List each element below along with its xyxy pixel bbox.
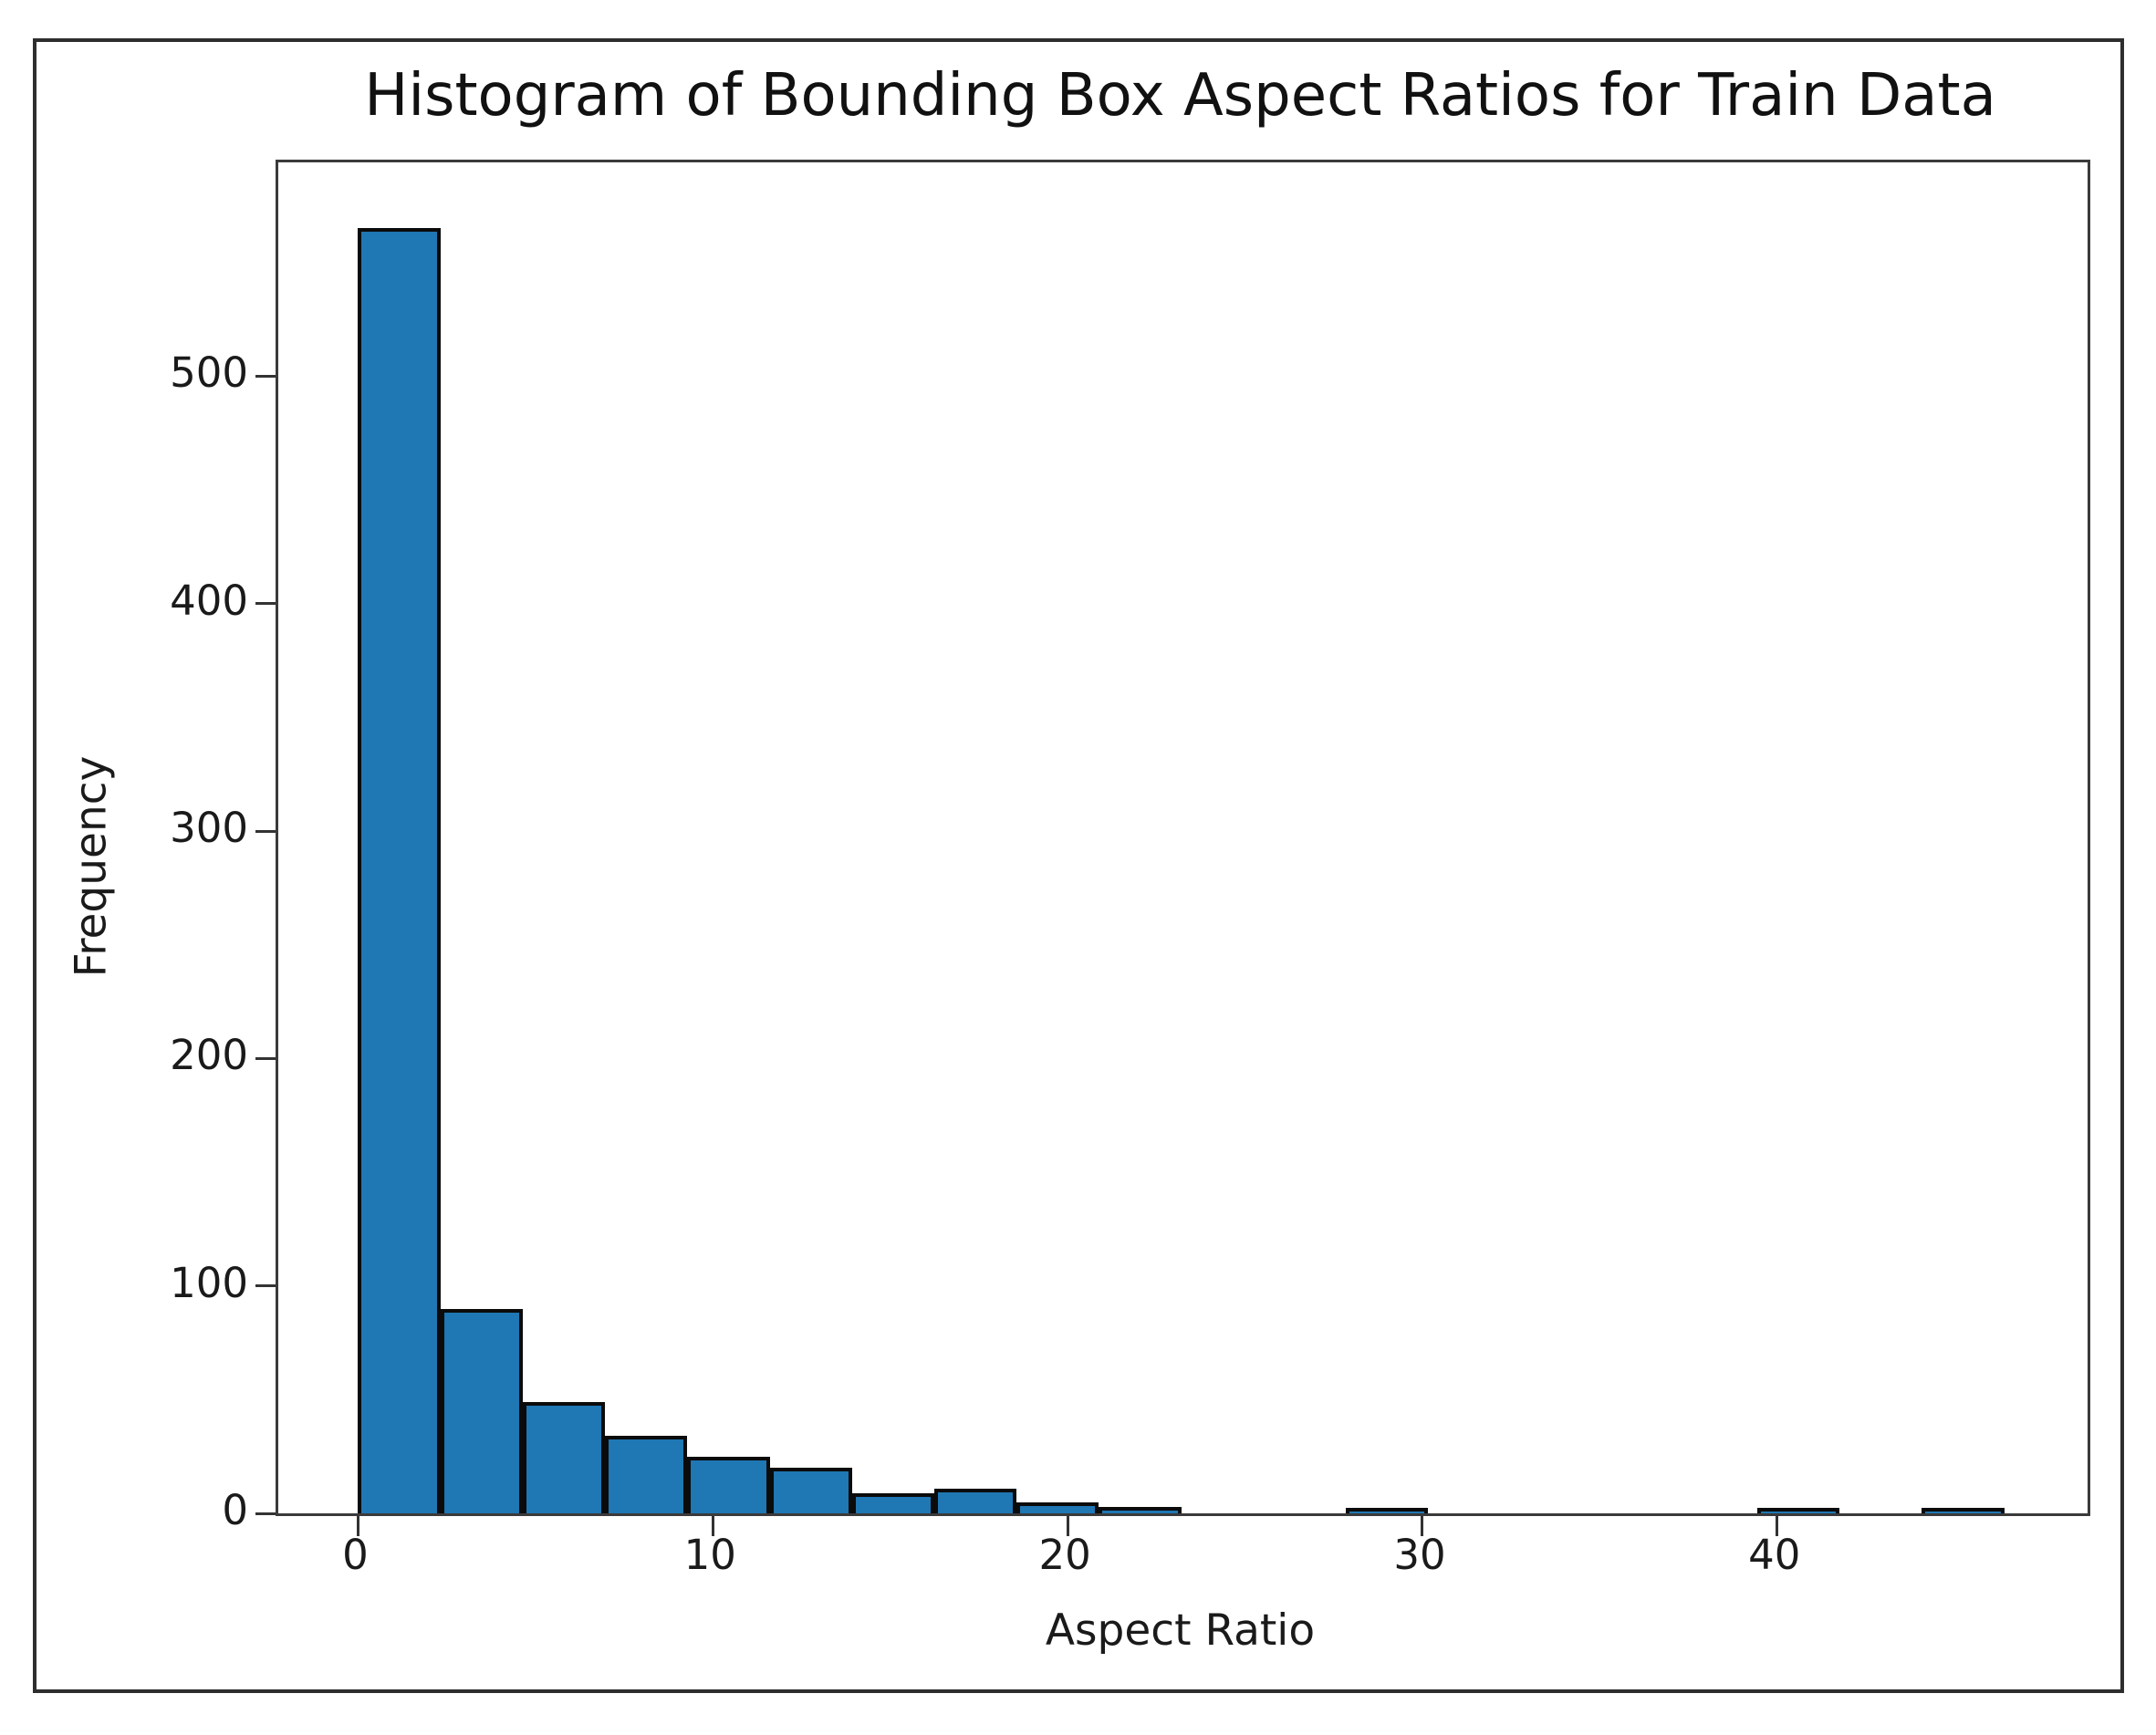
histogram-bar	[358, 228, 441, 1513]
y-axis-tick-label: 300	[170, 804, 248, 853]
y-axis-tick	[255, 1284, 276, 1288]
y-axis-tick	[255, 1512, 276, 1515]
x-axis-tick	[1421, 1516, 1424, 1536]
histogram-bar	[851, 1492, 934, 1513]
y-axis-tick-label: 200	[170, 1031, 248, 1080]
histogram-bar	[605, 1436, 688, 1513]
histogram-bar	[687, 1456, 770, 1513]
histogram-bar	[1099, 1506, 1182, 1513]
x-axis-tick	[1066, 1516, 1069, 1536]
histogram-bar	[1345, 1508, 1429, 1513]
x-axis-tick-label: 40	[1748, 1531, 1801, 1579]
y-axis-tick-label: 500	[170, 348, 248, 398]
x-axis-label: Aspect Ratio	[1045, 1605, 1316, 1656]
histogram-bar	[1922, 1508, 2005, 1513]
histogram-bar	[440, 1308, 523, 1513]
plot-area	[255, 160, 2090, 1536]
histogram-bar	[522, 1401, 606, 1513]
x-axis-tick	[356, 1516, 359, 1536]
y-axis-tick	[255, 1056, 276, 1060]
x-axis-tick-label: 30	[1393, 1531, 1446, 1579]
y-axis-tick	[255, 602, 276, 606]
y-axis-tick-label: 100	[170, 1258, 248, 1307]
histogram-bar	[1016, 1501, 1099, 1513]
x-axis-tick	[1776, 1516, 1779, 1536]
chart-title: Histogram of Bounding Box Aspect Ratios …	[364, 62, 1996, 130]
y-axis-tick	[255, 829, 276, 833]
y-axis-tick-label: 0	[222, 1486, 248, 1534]
histogram-bar	[933, 1488, 1017, 1513]
y-axis-tick	[255, 374, 276, 378]
histogram-bar	[1757, 1508, 1840, 1513]
x-axis-tick	[711, 1516, 714, 1536]
x-axis-tick-label: 20	[1038, 1531, 1091, 1579]
histogram-bar	[769, 1468, 852, 1513]
y-axis-tick-label: 400	[170, 576, 248, 625]
y-axis-label: Frequency	[66, 755, 117, 978]
x-axis-tick-label: 0	[342, 1531, 369, 1579]
x-axis-tick-label: 10	[683, 1531, 736, 1579]
